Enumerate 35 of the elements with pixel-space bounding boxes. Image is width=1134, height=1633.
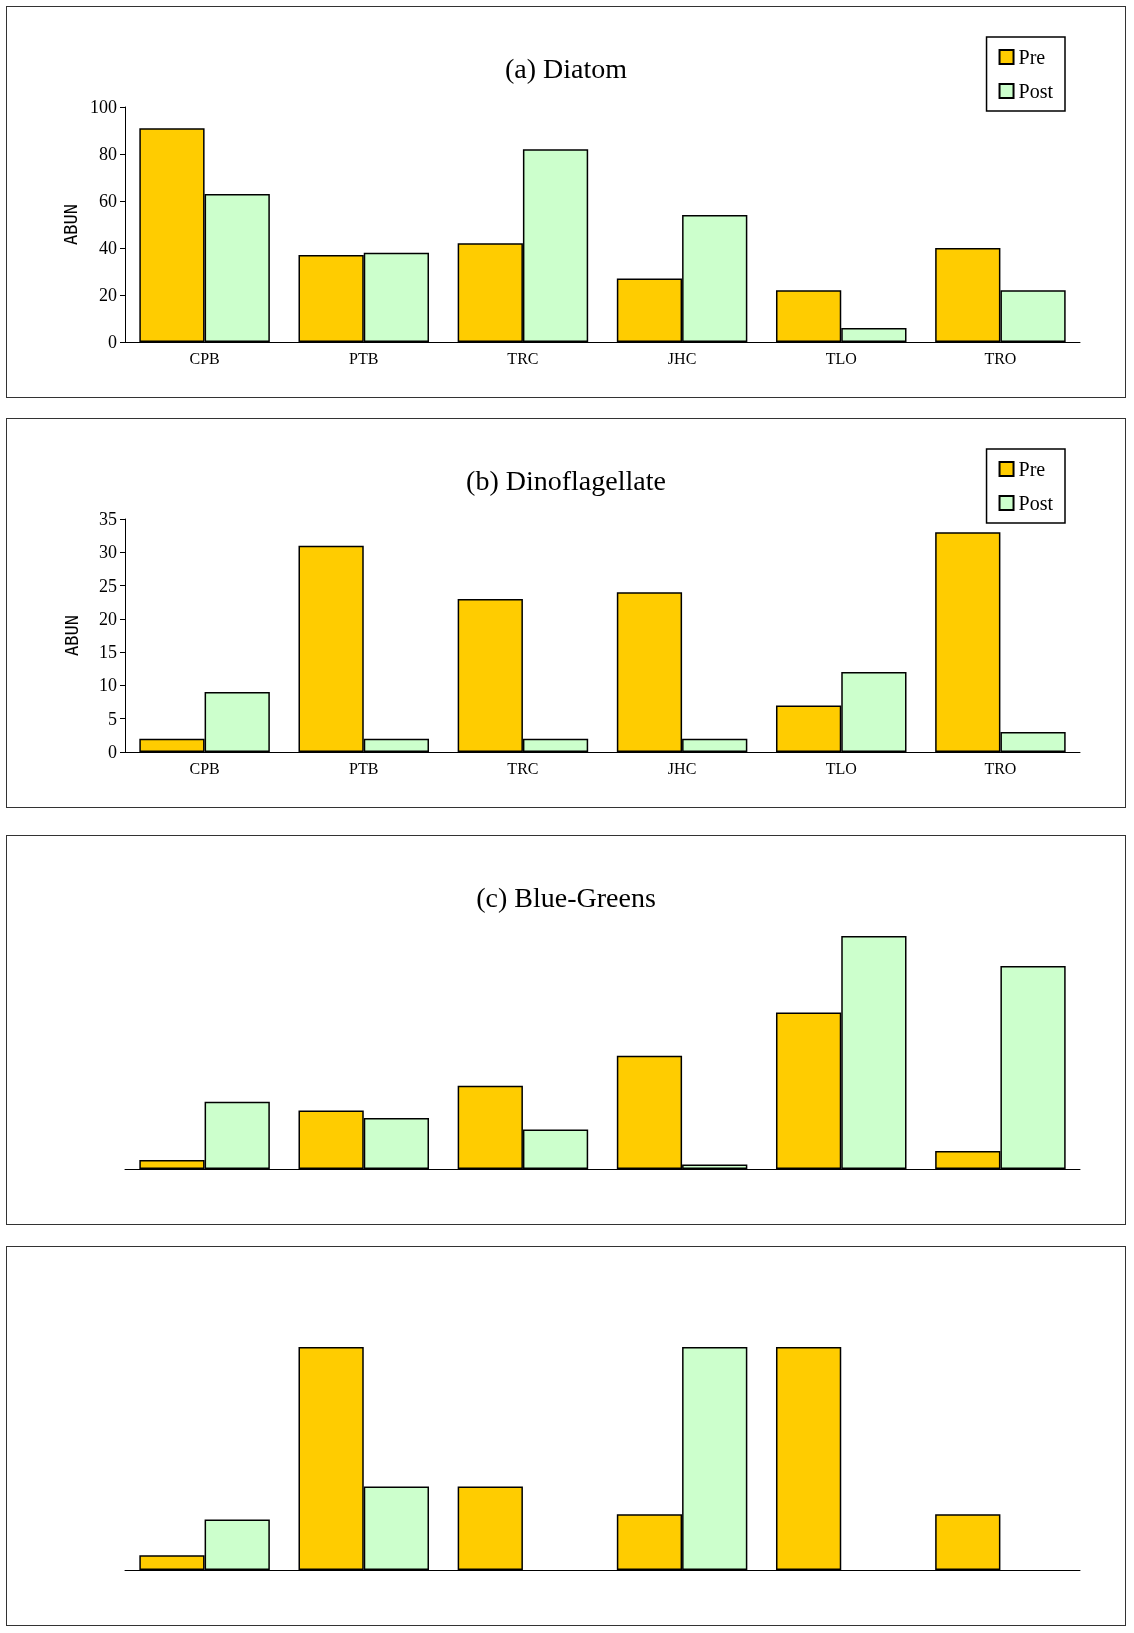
legend-label: Post [1018, 492, 1054, 514]
x-tick-label: TRO [984, 759, 1017, 777]
y-tick-label: 80 [99, 144, 117, 164]
x-tick-label: CPB [189, 759, 220, 777]
x-tick-label: CPB [189, 349, 220, 367]
chart-title: (c) Blue-Greens [476, 881, 656, 913]
chart-title: (a) Diatom [504, 52, 628, 84]
x-tick-label: TRO [984, 349, 1017, 367]
x-tick-label: TLO [825, 759, 857, 777]
y-axis-title: ABUN [61, 615, 82, 656]
y-tick-label: 5 [108, 708, 117, 729]
x-tick-label: PTB [349, 759, 379, 777]
y-tick-label: 15 [99, 642, 117, 663]
x-tick-label: PTB [349, 349, 379, 367]
y-tick-label: 35 [99, 509, 117, 529]
y-tick-label: 10 [99, 675, 117, 696]
y-tick-label: 0 [108, 332, 117, 352]
x-tick-label: TLO [825, 349, 857, 367]
legend-label: Post [1018, 80, 1054, 102]
y-tick-label: 25 [99, 575, 117, 596]
y-tick-label: 20 [99, 608, 117, 629]
legend-label: Pre [1018, 46, 1046, 68]
chart-title: (b) Dinoflagellate [466, 464, 666, 496]
y-axis-title: ABUN [60, 204, 81, 245]
y-tick-label: 30 [99, 542, 117, 563]
x-tick-label: TRC [507, 759, 539, 777]
y-tick-label: 60 [99, 191, 117, 211]
y-tick-label: 100 [90, 97, 117, 117]
y-tick-label: 20 [99, 285, 117, 305]
x-tick-label: JHC [667, 349, 697, 367]
y-tick-label: 40 [99, 238, 117, 258]
x-tick-label: TRC [507, 349, 539, 367]
x-tick-label: JHC [667, 759, 697, 777]
legend-label: Pre [1018, 458, 1046, 480]
y-tick-label: 0 [108, 742, 117, 762]
